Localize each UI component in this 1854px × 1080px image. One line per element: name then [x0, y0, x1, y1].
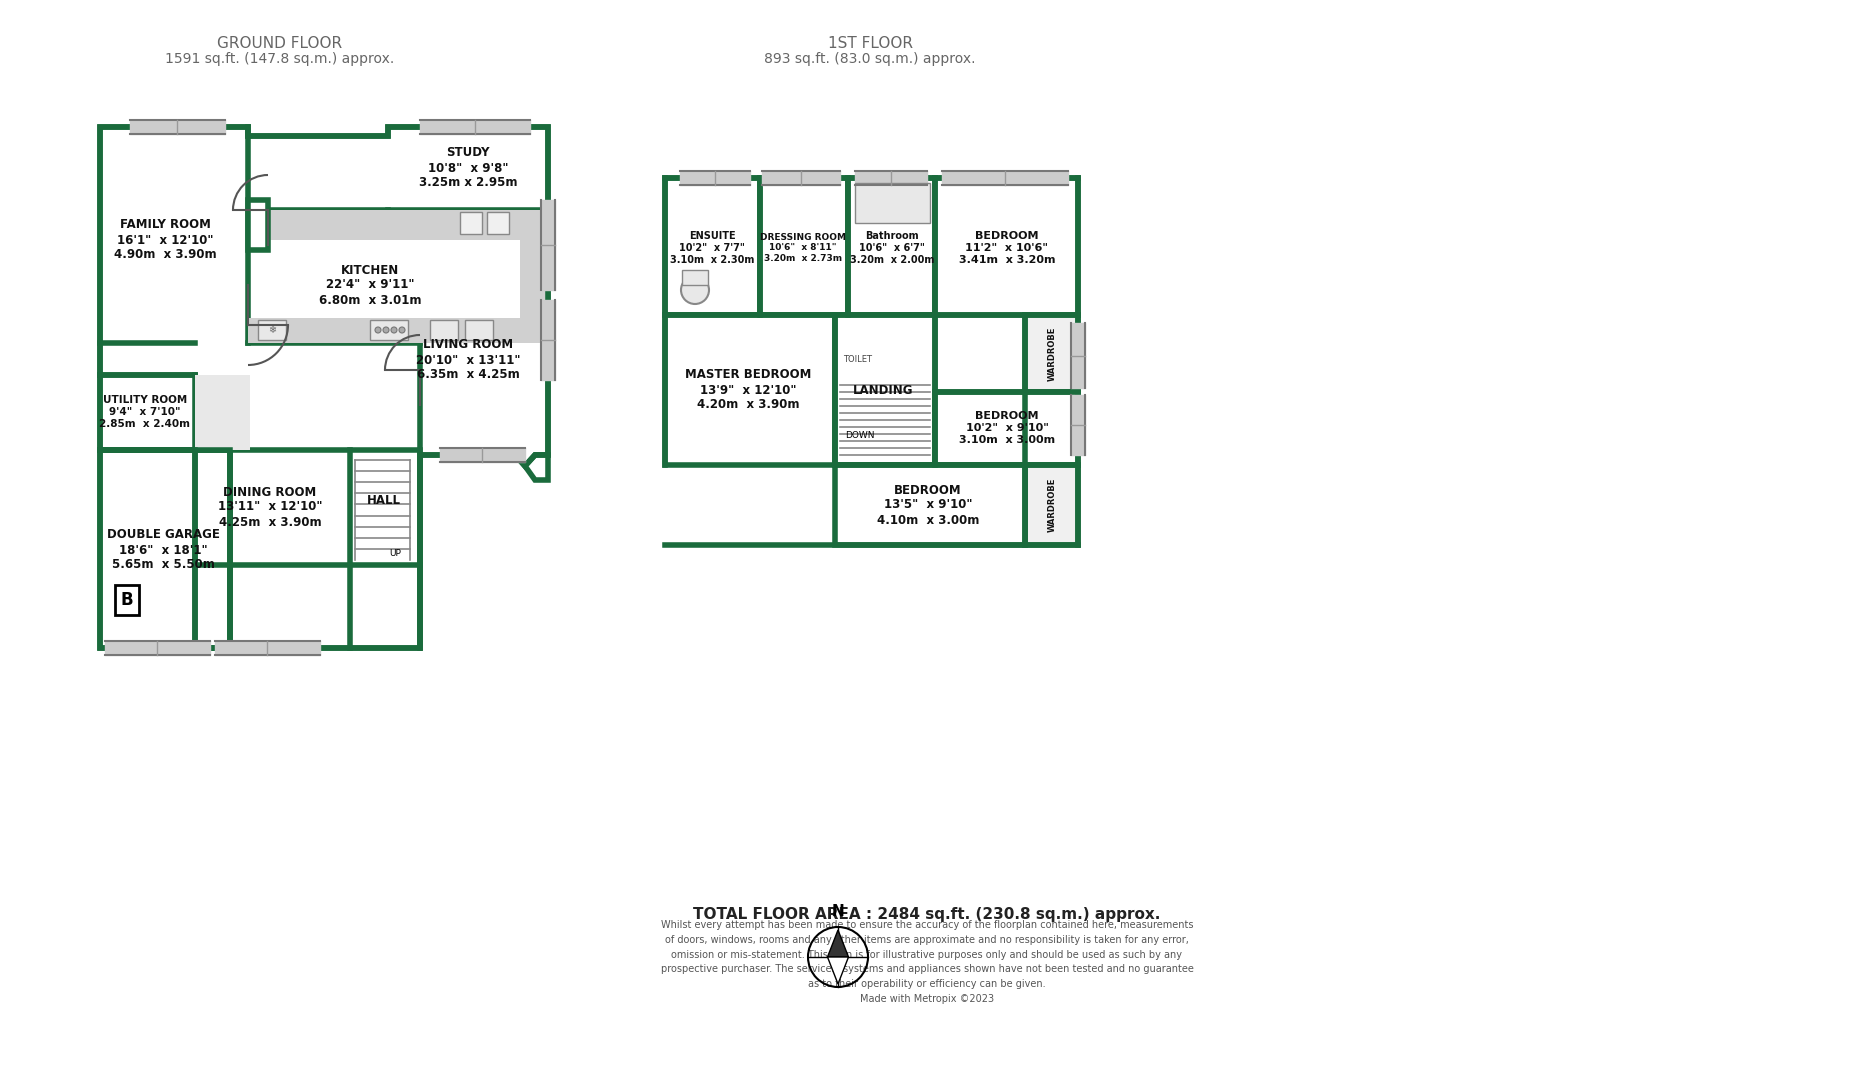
Polygon shape	[1025, 315, 1077, 392]
Text: B: B	[121, 591, 133, 609]
Circle shape	[375, 327, 382, 333]
Bar	[195, 375, 250, 450]
Bar	[248, 210, 549, 240]
Bar	[371, 320, 408, 340]
Text: Bathroom
10'6"  x 6'7"
3.20m  x 2.00m: Bathroom 10'6" x 6'7" 3.20m x 2.00m	[849, 231, 934, 265]
Polygon shape	[834, 465, 1025, 545]
Polygon shape	[666, 315, 834, 465]
Text: KITCHEN
22'4"  x 9'11"
6.80m  x 3.01m: KITCHEN 22'4" x 9'11" 6.80m x 3.01m	[319, 264, 421, 307]
Text: GROUND FLOOR: GROUND FLOOR	[217, 36, 343, 51]
Text: TOILET: TOILET	[844, 355, 873, 365]
Text: DINING ROOM
13'11"  x 12'10"
4.25m  x 3.90m: DINING ROOM 13'11" x 12'10" 4.25m x 3.90…	[217, 486, 323, 528]
Circle shape	[680, 276, 708, 303]
Bar	[460, 212, 482, 234]
Text: 893 sq.ft. (83.0 sq.m.) approx.: 893 sq.ft. (83.0 sq.m.) approx.	[764, 52, 975, 66]
Text: DRESSING ROOM
10'6"  x 8'11"
3.20m  x 2.73m: DRESSING ROOM 10'6" x 8'11" 3.20m x 2.73…	[760, 233, 845, 262]
Circle shape	[391, 327, 397, 333]
Text: 1591 sq.ft. (147.8 sq.m.) approx.: 1591 sq.ft. (147.8 sq.m.) approx.	[165, 52, 395, 66]
Text: LIVING ROOM
20'10"  x 13'11"
6.35m  x 4.25m: LIVING ROOM 20'10" x 13'11" 6.35m x 4.25…	[415, 338, 521, 381]
Polygon shape	[100, 450, 230, 648]
Text: FAMILY ROOM
16'1"  x 12'10"
4.90m  x 3.90m: FAMILY ROOM 16'1" x 12'10" 4.90m x 3.90m	[113, 218, 217, 261]
Text: HALL: HALL	[367, 494, 400, 507]
Polygon shape	[248, 200, 269, 249]
Text: WARDROBE: WARDROBE	[1048, 477, 1057, 532]
Polygon shape	[934, 392, 1077, 465]
Text: MASTER BEDROOM
13'9"  x 12'10"
4.20m  x 3.90m: MASTER BEDROOM 13'9" x 12'10" 4.20m x 3.…	[684, 368, 812, 411]
Polygon shape	[847, 178, 934, 315]
Text: N: N	[832, 905, 844, 919]
Polygon shape	[100, 127, 549, 648]
Text: UP: UP	[389, 549, 400, 557]
Text: BEDROOM
11'2"  x 10'6"
3.41m  x 3.20m: BEDROOM 11'2" x 10'6" 3.41m x 3.20m	[959, 231, 1055, 265]
Polygon shape	[827, 930, 849, 957]
Polygon shape	[525, 455, 549, 480]
Polygon shape	[834, 315, 934, 465]
Text: DOWN: DOWN	[845, 432, 875, 441]
Text: ❄: ❄	[269, 325, 276, 335]
Polygon shape	[1025, 465, 1077, 545]
Bar	[248, 318, 549, 343]
Text: LANDING: LANDING	[853, 383, 914, 396]
Text: ENSUITE
10'2"  x 7'7"
3.10m  x 2.30m: ENSUITE 10'2" x 7'7" 3.10m x 2.30m	[669, 231, 755, 265]
Text: 1ST FLOOR: 1ST FLOOR	[827, 36, 912, 51]
Text: WARDROBE: WARDROBE	[1048, 327, 1057, 381]
Circle shape	[384, 327, 389, 333]
Text: BEDROOM
13'5"  x 9'10"
4.10m  x 3.00m: BEDROOM 13'5" x 9'10" 4.10m x 3.00m	[877, 484, 979, 526]
Text: Whilst every attempt has been made to ensure the accuracy of the floorplan conta: Whilst every attempt has been made to en…	[660, 920, 1194, 1004]
Bar	[519, 210, 549, 343]
Bar	[488, 212, 510, 234]
Bar	[430, 320, 458, 340]
Polygon shape	[666, 178, 760, 315]
Text: UTILITY ROOM
9'4"  x 7'10"
2.85m  x 2.40m: UTILITY ROOM 9'4" x 7'10" 2.85m x 2.40m	[100, 395, 191, 429]
Polygon shape	[760, 178, 847, 315]
Polygon shape	[934, 178, 1077, 315]
Bar	[258, 320, 286, 340]
Text: BEDROOM
10'2"  x 9'10"
3.10m  x 3.00m: BEDROOM 10'2" x 9'10" 3.10m x 3.00m	[959, 411, 1055, 445]
Text: DOUBLE GARAGE
18'6"  x 18'1"
5.65m  x 5.50m: DOUBLE GARAGE 18'6" x 18'1" 5.65m x 5.50…	[106, 528, 219, 571]
Bar	[465, 320, 493, 340]
Circle shape	[399, 327, 404, 333]
Polygon shape	[827, 957, 849, 984]
Bar	[855, 183, 931, 222]
Text: STUDY
10'8"  x 9'8"
3.25m x 2.95m: STUDY 10'8" x 9'8" 3.25m x 2.95m	[419, 147, 517, 189]
Bar	[682, 270, 708, 285]
Text: TOTAL FLOOR AREA : 2484 sq.ft. (230.8 sq.m.) approx.: TOTAL FLOOR AREA : 2484 sq.ft. (230.8 sq…	[693, 907, 1161, 922]
